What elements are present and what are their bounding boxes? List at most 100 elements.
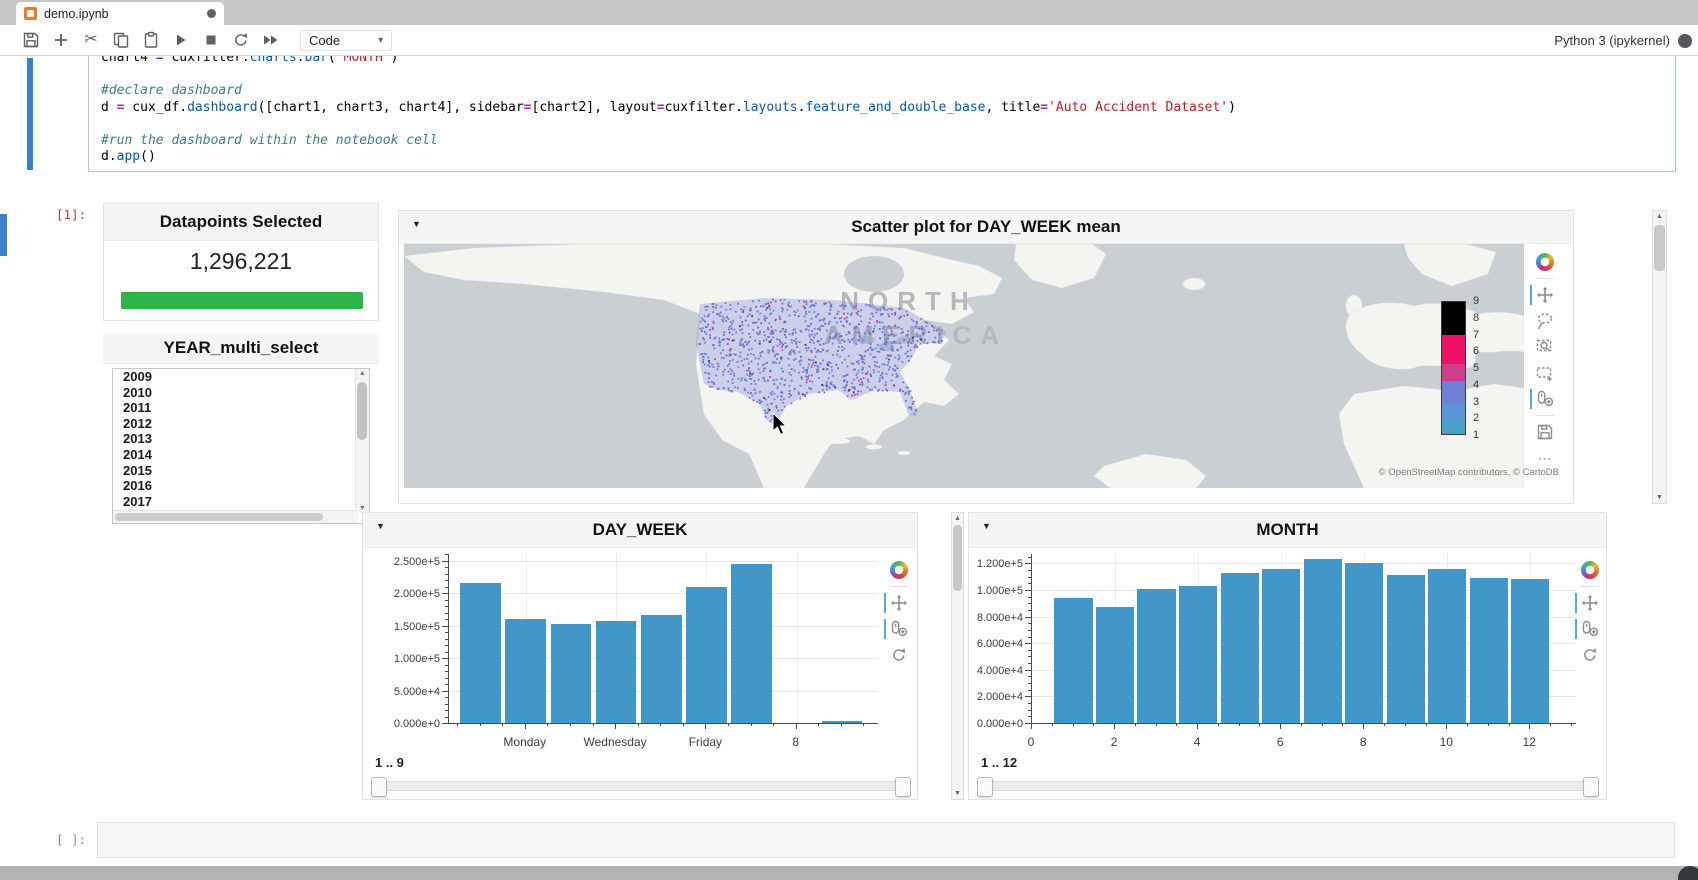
run-cell-button[interactable] [166, 28, 196, 52]
bar-6[interactable] [686, 587, 727, 723]
save-button[interactable] [16, 28, 46, 52]
box-select-tool[interactable] [1533, 360, 1557, 386]
year-vertical-scrollbar[interactable]: ▲ ▼ [355, 369, 369, 513]
scroll-up-icon[interactable]: ▲ [952, 515, 963, 522]
bar-7[interactable] [731, 564, 772, 723]
code-line[interactable]: #run the dashboard within the notebook c… [101, 133, 1675, 150]
collapse-caret[interactable]: ▼ [412, 219, 421, 229]
map-canvas[interactable]: NORTH AMERICA [404, 244, 1524, 488]
paste-cells-button[interactable] [136, 28, 166, 52]
bokeh-logo[interactable] [887, 557, 911, 583]
bar-7[interactable] [1304, 559, 1342, 723]
save-tool[interactable] [1533, 419, 1557, 445]
scrollbar-thumb[interactable] [953, 525, 962, 591]
year-listbox[interactable]: 200920102011201220132014201520162017 ▲ ▼ [112, 368, 370, 524]
year-option-2010[interactable]: 2010 [113, 385, 369, 401]
code-cell[interactable]: chart4 = cuxfilter.charts.bar('MONTH') #… [88, 56, 1676, 172]
reset-tool[interactable] [1578, 642, 1602, 668]
bar-4[interactable] [596, 621, 637, 723]
box-zoom-tool[interactable] [1533, 334, 1557, 360]
month-range-slider[interactable] [977, 777, 1599, 795]
month-plot[interactable] [1031, 554, 1576, 724]
bar-3[interactable] [1137, 589, 1175, 723]
empty-code-cell[interactable] [97, 822, 1675, 858]
pan-tool[interactable] [1533, 282, 1557, 308]
bar-11[interactable] [1470, 578, 1508, 723]
bokeh-logo[interactable] [1533, 249, 1557, 275]
pan-tool[interactable] [887, 590, 911, 616]
bar-5[interactable] [641, 615, 682, 723]
reset-tool[interactable] [887, 642, 911, 668]
day-week-range-slider[interactable] [371, 777, 911, 795]
scrollbar-thumb[interactable] [1654, 225, 1665, 271]
wheel-zoom-tool[interactable] [1578, 616, 1602, 642]
day-week-plot[interactable] [448, 554, 878, 724]
scroll-up-icon[interactable]: ▲ [356, 370, 369, 377]
scroll-down-icon[interactable]: ▼ [1653, 494, 1666, 501]
bar-5[interactable] [1221, 573, 1259, 723]
year-horizontal-scrollbar[interactable] [113, 510, 358, 523]
bar-6[interactable] [1262, 569, 1300, 723]
bar-1[interactable] [1054, 598, 1092, 723]
scrollbar-thumb[interactable] [115, 513, 323, 521]
wheel-zoom-tool[interactable] [1533, 386, 1557, 412]
year-option-2012[interactable]: 2012 [113, 416, 369, 432]
tab-demo-ipynb[interactable]: demo.ipynb [16, 2, 224, 25]
scrollbar-thumb[interactable] [357, 382, 367, 440]
code-line[interactable] [101, 67, 1675, 84]
bar-1[interactable] [460, 583, 501, 723]
scroll-down-icon[interactable]: ▼ [952, 790, 963, 797]
kernel-name[interactable]: Python 3 (ipykernel) [1554, 33, 1670, 48]
bar-3[interactable] [551, 624, 592, 723]
slider-track[interactable] [371, 781, 911, 791]
slider-handle-left[interactable] [977, 777, 993, 797]
interrupt-kernel-button[interactable] [196, 28, 226, 52]
bar-9[interactable] [822, 721, 863, 723]
bokeh-logo-icon[interactable] [1581, 561, 1599, 579]
code-line[interactable]: chart4 = cuxfilter.charts.bar('MONTH') [101, 56, 1675, 67]
bar-9[interactable] [1387, 575, 1425, 723]
dashboard-mid-scrollbar[interactable]: ▲ ▼ [951, 512, 964, 800]
code-line[interactable]: d.app() [101, 149, 1675, 166]
map-attribution[interactable]: © OpenStreetMap contributors, © CartoDB [1379, 467, 1559, 478]
corner-widget[interactable] [1678, 866, 1698, 880]
bar-8[interactable] [1345, 563, 1383, 723]
cut-cells-button[interactable]: ✂ [76, 28, 106, 52]
code-line[interactable] [101, 116, 1675, 133]
bar-10[interactable] [1428, 569, 1466, 723]
slider-track[interactable] [977, 781, 1599, 791]
bar-4[interactable] [1179, 586, 1217, 723]
insert-cell-button[interactable] [46, 28, 76, 52]
restart-kernel-button[interactable] [226, 28, 256, 52]
horizontal-scrollbar[interactable] [0, 866, 1698, 880]
year-option-2011[interactable]: 2011 [113, 400, 369, 416]
wheel-zoom-tool[interactable] [887, 616, 911, 642]
year-option-2016[interactable]: 2016 [113, 478, 369, 494]
bokeh-logo-icon[interactable] [1536, 253, 1554, 271]
year-option-2014[interactable]: 2014 [113, 447, 369, 463]
bar-12[interactable] [1511, 579, 1549, 723]
slider-handle-right[interactable] [895, 777, 911, 797]
bar-2[interactable] [1096, 607, 1134, 723]
year-option-2015[interactable]: 2015 [113, 463, 369, 479]
active-cell-indicator[interactable] [27, 58, 33, 170]
slider-handle-right[interactable] [1583, 777, 1599, 797]
copy-cells-button[interactable] [106, 28, 136, 52]
collapse-caret[interactable]: ▼ [376, 521, 385, 531]
slider-handle-left[interactable] [371, 777, 387, 797]
pan-tool[interactable] [1578, 590, 1602, 616]
output-cell-indicator[interactable] [0, 214, 7, 256]
scroll-up-icon[interactable]: ▲ [1653, 213, 1666, 220]
kernel-status-icon[interactable] [1678, 34, 1692, 48]
code-editor[interactable]: chart4 = cuxfilter.charts.bar('MONTH') #… [89, 56, 1675, 166]
code-line[interactable]: d = cux_df.dashboard([chart1, chart3, ch… [101, 100, 1675, 117]
bokeh-logo-icon[interactable] [890, 561, 908, 579]
cell-type-select[interactable]: Code ▾ [300, 30, 392, 51]
dashboard-right-scrollbar[interactable]: ▲ ▼ [1652, 210, 1667, 504]
code-line[interactable]: #declare dashboard [101, 83, 1675, 100]
year-option-2013[interactable]: 2013 [113, 431, 369, 447]
bar-2[interactable] [505, 619, 546, 723]
bokeh-logo[interactable] [1578, 557, 1602, 583]
year-option-2017[interactable]: 2017 [113, 494, 369, 510]
lasso-tool[interactable] [1533, 308, 1557, 334]
